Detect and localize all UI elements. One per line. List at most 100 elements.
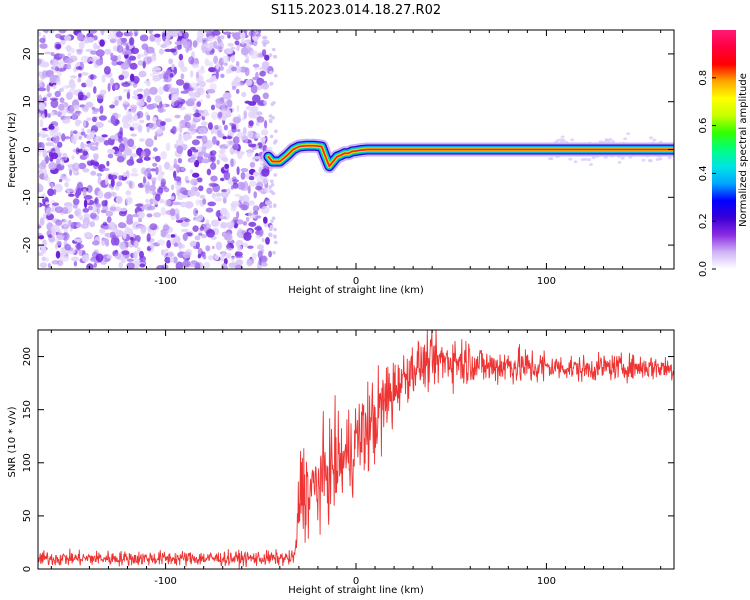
noise-blob — [41, 133, 50, 138]
noise-blob — [195, 71, 199, 79]
noise-blob — [263, 216, 268, 224]
noise-blob — [126, 109, 132, 119]
noise-blob — [240, 47, 249, 56]
noise-blob — [156, 239, 166, 246]
noise-blob — [208, 61, 214, 68]
noise-blob — [52, 202, 59, 206]
noise-blob — [173, 100, 183, 109]
noise-blob — [134, 32, 138, 37]
noise-blob — [69, 82, 76, 89]
noise-blob — [230, 147, 234, 154]
noise-blob — [235, 88, 240, 94]
noise-blob — [271, 216, 276, 221]
noise-blob — [39, 37, 46, 44]
noise-blob — [114, 252, 122, 260]
noise-blob — [83, 119, 87, 128]
noise-blob — [86, 117, 92, 121]
noise-blob — [224, 163, 230, 169]
noise-blob — [273, 173, 278, 177]
noise-blob — [110, 52, 114, 58]
noise-blob — [255, 215, 261, 219]
noise-blob — [250, 84, 258, 94]
noise-blob — [118, 175, 123, 181]
spectrogram-y-tick-label: -20 — [22, 237, 33, 253]
noise-blob — [169, 48, 177, 53]
noise-blob — [83, 194, 93, 200]
noise-blob — [69, 47, 75, 54]
snr-frame — [37, 329, 675, 570]
noise-blob — [71, 155, 75, 160]
noise-blob — [93, 42, 98, 50]
noise-blob — [66, 189, 71, 194]
noise-blob — [123, 71, 130, 77]
noise-blob — [608, 137, 613, 141]
noise-blob — [247, 245, 254, 249]
noise-blob — [155, 166, 159, 176]
noise-blob — [248, 175, 255, 181]
noise-blob — [230, 54, 235, 63]
noise-blob — [560, 135, 565, 139]
noise-blob — [136, 88, 144, 92]
noise-blob — [272, 47, 276, 52]
noise-blob — [126, 218, 134, 225]
noise-blob — [104, 232, 111, 237]
noise-blob — [232, 182, 239, 189]
noise-blob — [38, 87, 47, 92]
noise-blob — [240, 151, 245, 155]
noise-blob — [55, 206, 64, 214]
noise-blob — [209, 50, 215, 55]
noise-blob — [226, 221, 234, 229]
noise-blob — [241, 201, 250, 211]
noise-blob — [199, 127, 207, 135]
noise-blob — [247, 200, 255, 206]
noise-blob — [173, 66, 177, 75]
noise-blob — [249, 161, 256, 168]
noise-blob — [248, 210, 254, 219]
noise-blob — [207, 201, 216, 207]
noise-blob — [50, 148, 56, 152]
noise-blob — [247, 185, 251, 194]
noise-blob — [187, 149, 193, 157]
noise-blob — [570, 138, 575, 142]
noise-blob — [109, 104, 115, 109]
noise-blob — [68, 214, 74, 219]
noise-blob — [274, 129, 278, 133]
noise-blob — [591, 156, 596, 160]
noise-blob — [175, 163, 179, 171]
noise-blob — [106, 216, 112, 223]
noise-blob — [261, 238, 265, 243]
noise-blob — [196, 101, 202, 107]
noise-blob — [206, 89, 216, 94]
noise-blob — [38, 152, 42, 157]
noise-blob — [99, 228, 106, 234]
noise-blob — [143, 156, 151, 161]
noise-blob — [210, 156, 215, 161]
noise-blob — [138, 70, 147, 78]
noise-blob — [175, 261, 184, 269]
noise-blob — [209, 151, 213, 156]
noise-blob — [117, 55, 122, 62]
noise-blob — [39, 262, 48, 268]
noise-blob — [82, 150, 89, 156]
noise-blob — [126, 159, 135, 166]
noise-blob — [133, 240, 139, 249]
noise-blob — [193, 112, 201, 118]
noise-blob — [184, 218, 191, 223]
noise-blob — [232, 216, 239, 223]
noise-blob — [230, 66, 237, 72]
noise-blob — [44, 257, 49, 262]
snr-x-tick-label: -100 — [154, 576, 177, 587]
noise-blob — [78, 135, 82, 140]
noise-blob — [75, 147, 80, 155]
noise-blob — [190, 158, 196, 163]
noise-blob — [215, 140, 220, 146]
noise-blob — [48, 162, 57, 170]
noise-blob — [252, 135, 262, 139]
noise-blob — [129, 37, 135, 46]
noise-blob — [95, 253, 104, 262]
noise-blob — [181, 244, 185, 249]
noise-blob — [227, 42, 234, 47]
noise-blob — [234, 251, 243, 257]
noise-blob — [64, 243, 71, 251]
